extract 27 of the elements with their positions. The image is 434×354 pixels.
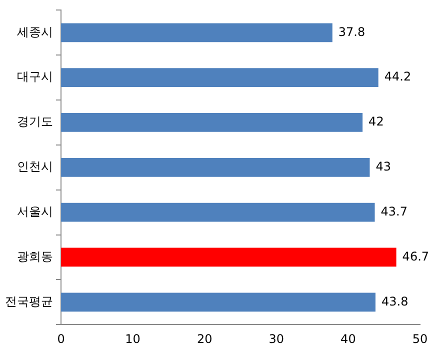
data-label: 43 xyxy=(376,160,392,174)
bar xyxy=(61,23,332,42)
y-tick-label: 대구시 xyxy=(17,70,53,84)
bar xyxy=(61,202,375,222)
bar xyxy=(61,158,370,177)
y-tick-label: 서울시 xyxy=(17,204,53,218)
x-tick-label: 20 xyxy=(196,332,212,346)
data-label: 44.2 xyxy=(384,70,412,84)
bar xyxy=(61,113,363,132)
bar xyxy=(61,68,378,88)
data-label: 46.7 xyxy=(402,249,430,264)
bar xyxy=(61,248,396,267)
data-label: 42 xyxy=(368,114,384,129)
data-label: 37.8 xyxy=(338,24,366,39)
y-tick-label: 세종시 xyxy=(17,24,53,39)
x-tick-label: 10 xyxy=(125,332,140,346)
x-tick-label: 30 xyxy=(268,332,284,346)
data-label: 43.8 xyxy=(381,294,408,308)
y-tick-label: 인천시 xyxy=(17,160,53,174)
y-tick-label: 광희동 xyxy=(17,249,53,264)
x-tick-label: 40 xyxy=(340,332,356,346)
y-tick-label: 경기도 xyxy=(17,114,53,129)
x-tick-label: 0 xyxy=(57,332,65,346)
x-tick-label: 50 xyxy=(412,332,428,346)
data-label: 43.7 xyxy=(380,204,408,218)
bar xyxy=(61,292,376,312)
y-tick-label: 전국평균 xyxy=(5,294,53,308)
